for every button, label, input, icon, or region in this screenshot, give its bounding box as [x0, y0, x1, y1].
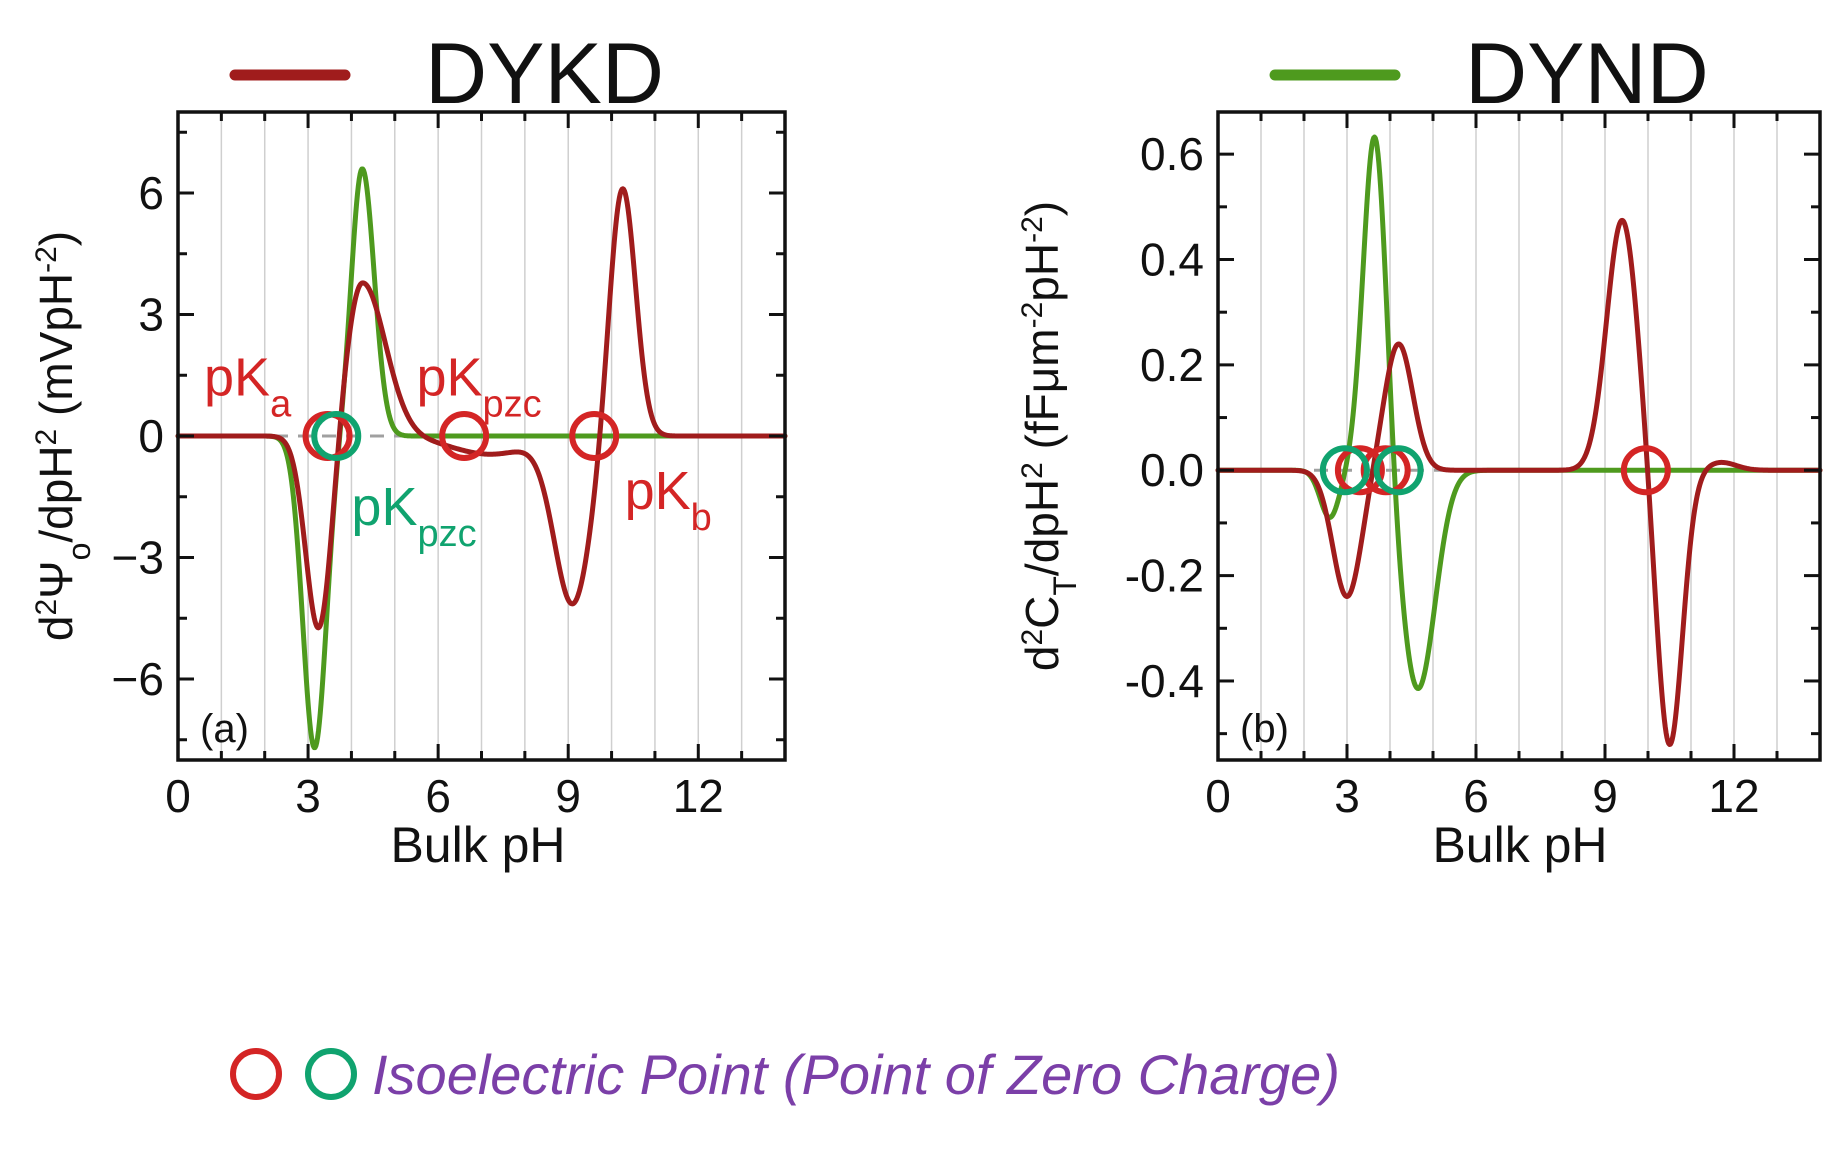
x-tick-label: 12: [1708, 770, 1759, 822]
iep-marker: [1360, 445, 1411, 496]
y-tick-label: 0.6: [1140, 128, 1204, 180]
panel-label: (a): [200, 707, 249, 751]
iep-marker: [311, 411, 362, 461]
footer-text: Isoelectric Point (Point of Zero Charge): [372, 1043, 1340, 1106]
y-tick-label: -0.2: [1125, 550, 1204, 602]
x-tick-label: 3: [295, 770, 321, 822]
y-tick-label: 0.0: [1140, 444, 1204, 496]
annotation-pk-b: pKb: [625, 461, 712, 539]
x-tick-label: 0: [1205, 770, 1231, 822]
y-tick-label: 6: [138, 167, 164, 219]
x-tick-label: 6: [1463, 770, 1489, 822]
y-tick-label: 0: [138, 410, 164, 462]
iep-marker: [1620, 445, 1671, 496]
x-tick-label: 9: [1592, 770, 1618, 822]
y-axis-label: d2CT/dpH2 (fFμm-2pH-2): [1016, 201, 1084, 671]
x-tick-label: 6: [425, 770, 451, 822]
panel-b-chart: 0 3 6 9 12 -0.4 -0.2 0.0 0.2 0.4 0.6 Bulk pH d2CT/dp…: [1016, 110, 1823, 873]
x-tick-label: 3: [1334, 770, 1360, 822]
footer-green-circle-icon: [305, 1048, 357, 1100]
iep-marker: [1319, 445, 1370, 496]
panel-label: (b): [1240, 707, 1289, 751]
legend-dynd-label: DYND: [1465, 26, 1709, 122]
x-axis-label: Bulk pH: [1432, 817, 1607, 873]
annotation-pk-a: pKa: [204, 348, 292, 426]
y-tick-label: 0.4: [1140, 234, 1204, 286]
y-tick-label: 0.2: [1140, 339, 1204, 391]
series-line-dykd: [1215, 217, 1823, 747]
x-axis-label: Bulk pH: [390, 817, 565, 873]
iep-marker: [569, 411, 620, 461]
footer-red-circle-icon: [230, 1048, 282, 1100]
y-axis-label: d2Ψo/dpH2 (mVpH-2): [30, 231, 98, 641]
legend-dynd: DYND: [1269, 26, 1709, 122]
x-tick-label: 9: [555, 770, 581, 822]
y-tick-label: −3: [112, 532, 164, 584]
footer-legend: Isoelectric Point (Point of Zero Charge): [230, 1043, 1340, 1106]
annotation-pk-pzc: pKpzc: [351, 477, 476, 555]
iep-marker: [1373, 445, 1424, 496]
y-tick-label: -0.4: [1125, 655, 1204, 707]
x-tick-label: 0: [165, 770, 191, 822]
iep-marker: [439, 411, 490, 461]
legend-dykd: DYKD: [229, 26, 664, 122]
iep-marker: [1334, 445, 1385, 496]
y-tick-label: −6: [112, 653, 164, 705]
legend-dykd-label: DYKD: [425, 26, 664, 122]
annotation-pk-pzc: pKpzc: [416, 348, 541, 426]
x-tick-label: 12: [673, 770, 724, 822]
y-tick-label: 3: [138, 289, 164, 341]
